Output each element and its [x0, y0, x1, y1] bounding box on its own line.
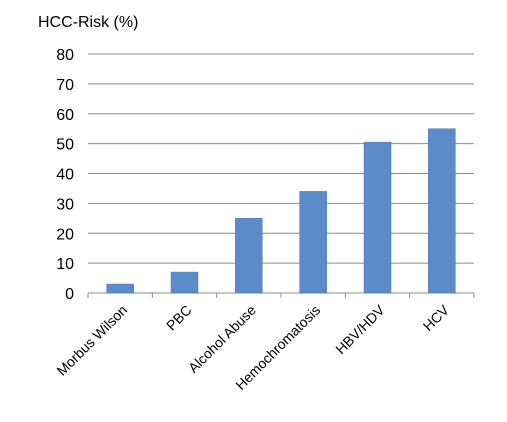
- x-tick-label: HCV: [420, 301, 453, 334]
- y-tick-label: 70: [56, 77, 74, 94]
- bar: [235, 218, 263, 294]
- y-tick-label: 0: [65, 286, 74, 303]
- y-tick-label: 30: [56, 196, 74, 213]
- y-tick-label: 50: [56, 137, 74, 154]
- bars: [106, 128, 456, 294]
- gridlines: [88, 53, 474, 264]
- y-tick-labels: 0 10 20 30 40 50 60 70 80: [56, 47, 74, 303]
- y-tick-label: 20: [56, 226, 74, 243]
- bar: [363, 141, 392, 294]
- x-tick-label: Morbus Wilson: [54, 302, 131, 379]
- y-tick-label: 60: [56, 107, 74, 124]
- bar: [299, 191, 327, 294]
- x-tick-label: PBC: [163, 302, 195, 334]
- bar: [106, 283, 134, 294]
- y-tick-label: 40: [56, 167, 74, 184]
- y-tick-label: 80: [56, 47, 74, 64]
- axes: [87, 292, 475, 298]
- y-tick-label: 10: [56, 256, 74, 273]
- bar: [170, 271, 199, 294]
- x-tick-label: HBV/HDV: [332, 301, 388, 357]
- chart-title: HCC-Risk (%): [38, 14, 138, 31]
- bar: [428, 128, 456, 294]
